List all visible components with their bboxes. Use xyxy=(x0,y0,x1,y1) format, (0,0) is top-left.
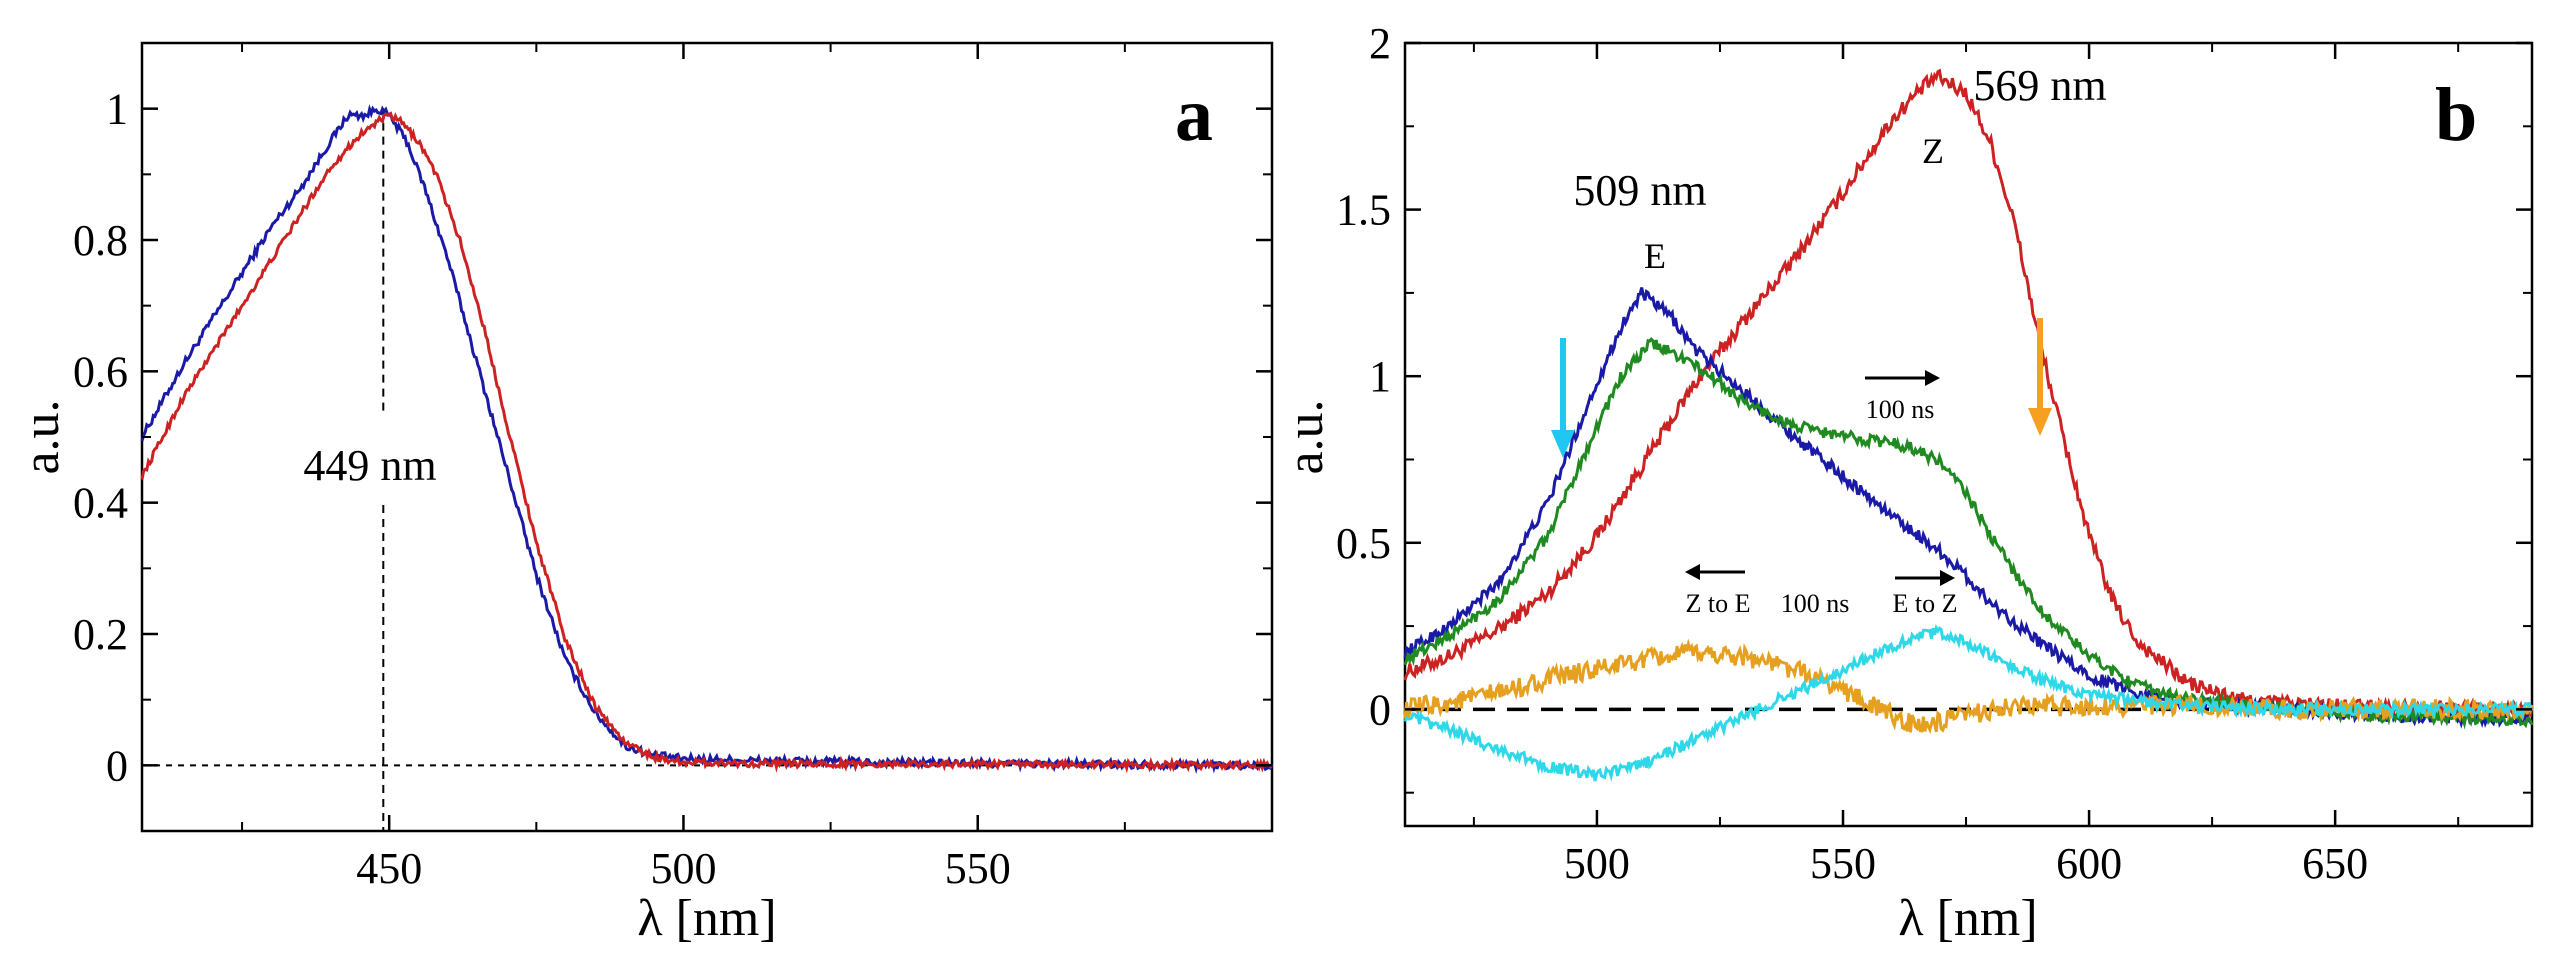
panel-a-peak-label: 449 nm xyxy=(303,441,436,490)
panel-a-y-tick-label: 0.6 xyxy=(73,347,128,396)
label-100ns-lower: 100 ns xyxy=(1781,589,1850,618)
label-100ns-upper: 100 ns xyxy=(1866,395,1935,424)
arrow-e-to-z xyxy=(1895,570,1955,586)
panel-b-series-cyan xyxy=(1403,623,2534,782)
panel-b-x-tick-label: 600 xyxy=(2056,839,2122,888)
arrow-100ns-upper xyxy=(1865,370,1940,386)
panel-b-curve-label-z: Z xyxy=(1922,131,1944,171)
cyan-down-arrow xyxy=(1551,338,1575,458)
panel-b-y-tick-label: 2 xyxy=(1369,19,1391,68)
panel-a-y-tick-label: 0 xyxy=(106,741,128,790)
panel-b: 500 550 600 650 0 0.5 1 1.5 2 b λ [nm] a.u. 509 … xyxy=(1277,19,2534,947)
panel-b-curve-label-e: E xyxy=(1644,236,1666,276)
panel-a-x-axis-title: λ [nm] xyxy=(637,890,776,947)
panel-b-x-tick-label: 500 xyxy=(1564,839,1630,888)
arrow-z-to-e xyxy=(1685,564,1745,580)
panel-b-y-tick-label: 1 xyxy=(1369,352,1391,401)
label-e-to-z: E to Z xyxy=(1893,589,1958,618)
panel-b-peak-label-569: 569 nm xyxy=(1973,61,2106,110)
panel-a-series-red xyxy=(140,111,1273,774)
panel-a-y-tick-label: 0.4 xyxy=(73,479,128,528)
panel-b-series-orange xyxy=(1403,638,2534,734)
panel-b-y-tick-label: 0.5 xyxy=(1336,519,1391,568)
panel-a-letter: a xyxy=(1175,73,1213,157)
panel-b-series-blue xyxy=(1403,287,2533,729)
panel-b-plot-frame xyxy=(1403,41,2534,828)
panel-b-y-axis-title: a.u. xyxy=(1277,399,1334,474)
panel-a: 450 500 550 0 0.2 0.4 0.6 0.8 1 a λ [nm] a.u. 44… xyxy=(13,41,1274,947)
panel-a-x-tick-label: 450 xyxy=(356,844,422,893)
label-z-to-e: Z to E xyxy=(1686,589,1751,618)
panel-b-letter: b xyxy=(2435,73,2477,157)
panel-a-y-axis-title: a.u. xyxy=(13,399,70,474)
panel-a-y-tick-label: 1 xyxy=(106,85,128,134)
panel-a-plot-frame xyxy=(140,41,1274,833)
orange-down-arrow xyxy=(2028,318,2052,436)
panel-b-x-tick-label: 550 xyxy=(1810,839,1876,888)
panel-b-x-axis-title: λ [nm] xyxy=(1898,890,2037,947)
panel-b-peak-label-509: 509 nm xyxy=(1573,166,1706,215)
panel-a-x-tick-label: 500 xyxy=(650,844,716,893)
panel-b-y-tick-label: 0 xyxy=(1369,685,1391,734)
panel-a-y-tick-label: 0.2 xyxy=(73,610,128,659)
panel-a-y-tick-label: 0.8 xyxy=(73,216,128,265)
panel-a-series-blue xyxy=(140,103,1274,775)
panel-b-y-tick-label: 1.5 xyxy=(1336,186,1391,235)
panel-a-x-tick-label: 550 xyxy=(945,844,1011,893)
panel-b-x-tick-label: 650 xyxy=(2302,839,2368,888)
